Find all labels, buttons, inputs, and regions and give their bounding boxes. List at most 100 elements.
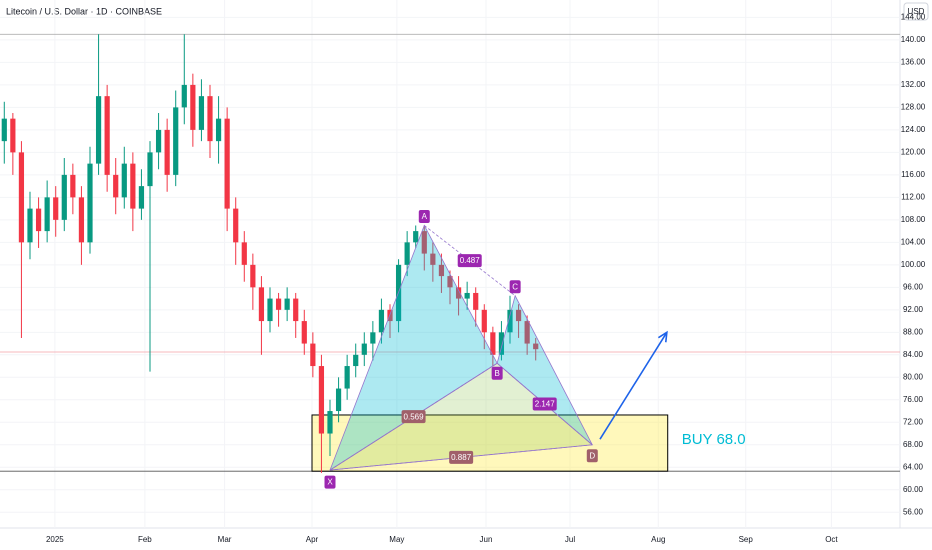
candle-body	[113, 174, 119, 198]
tag-text: B	[494, 369, 499, 378]
candle-body	[10, 118, 16, 153]
tag-text: X	[327, 478, 333, 487]
candle-body	[95, 96, 102, 164]
tag-text: D	[589, 451, 595, 460]
candle-body	[104, 96, 110, 175]
y-tick-label: 84.00	[903, 350, 924, 359]
candle-body	[421, 231, 427, 254]
candle-body	[61, 174, 67, 220]
candle-body	[361, 343, 367, 355]
pattern-ratio-line	[329, 362, 498, 471]
x-tick-label: 2025	[46, 535, 64, 544]
x-tick-label: Jul	[565, 535, 575, 544]
candle-body	[524, 321, 530, 344]
candle-body	[327, 411, 333, 434]
candle-body	[224, 118, 230, 209]
tag-text: A	[422, 212, 428, 221]
tag-box	[586, 449, 598, 463]
candle-body	[181, 84, 187, 108]
candle-body	[310, 343, 316, 367]
candle-body	[515, 309, 522, 322]
y-tick-label: 108.00	[901, 215, 926, 224]
y-tick-label: 144.00	[901, 13, 926, 22]
candle-body	[215, 118, 222, 142]
y-tick-label: 56.00	[903, 507, 924, 516]
y-tick-label: 116.00	[901, 170, 925, 179]
candle-body	[464, 292, 470, 299]
candle-body	[267, 298, 273, 322]
candle-body	[378, 309, 385, 333]
y-tick-label: 96.00	[903, 282, 924, 291]
x-tick-label: Oct	[825, 535, 838, 544]
candle-body	[78, 197, 85, 243]
y-tick-label: 132.00	[901, 80, 926, 89]
candle-body	[190, 84, 196, 130]
y-tick-label: 120.00	[901, 147, 926, 156]
tag-box	[491, 366, 503, 380]
candle-body	[353, 354, 359, 367]
candle-body	[498, 332, 505, 355]
candle-body	[250, 264, 256, 288]
tag-text: 0.887	[451, 453, 472, 462]
candle-body	[173, 107, 179, 175]
candle-body	[473, 292, 479, 310]
candle-body	[1, 118, 7, 142]
candle-body	[147, 152, 153, 187]
y-tick-label: 128.00	[901, 103, 926, 112]
candle-body	[207, 96, 213, 142]
projection-arrow	[599, 331, 668, 440]
y-tick-label: 92.00	[903, 305, 924, 314]
y-tick-label: 100.00	[901, 260, 926, 269]
y-tick-label: 72.00	[903, 417, 924, 426]
candle-body	[233, 208, 239, 243]
tag-text: 2.147	[535, 400, 556, 409]
candle-body	[155, 129, 162, 153]
tag-box	[324, 475, 336, 489]
arrow-head	[657, 330, 668, 343]
tag-text: 0.487	[460, 256, 481, 265]
candle-body	[344, 366, 350, 389]
candle-body	[370, 332, 376, 344]
y-tick-label: 88.00	[903, 327, 924, 336]
y-tick-label: 112.00	[901, 192, 925, 201]
y-tick-label: 60.00	[903, 485, 924, 494]
candle-body	[481, 309, 487, 333]
y-tick-label: 64.00	[903, 462, 924, 471]
candle-body	[318, 366, 325, 434]
candle-body	[18, 152, 25, 243]
candle-body	[241, 242, 247, 265]
y-tick-label: 136.00	[901, 58, 926, 67]
tag-box	[509, 280, 521, 294]
candle-body	[130, 163, 136, 209]
candle-body	[284, 298, 290, 310]
tag-text: 0.569	[404, 412, 425, 421]
candle-body	[490, 332, 496, 355]
candle-body	[35, 208, 42, 232]
y-tick-label: 124.00	[901, 125, 926, 134]
candle-body	[293, 298, 299, 322]
candle-body	[258, 287, 265, 322]
x-tick-label: May	[389, 535, 404, 544]
candle-body	[438, 264, 445, 277]
chart-title: Litecoin / U.S. Dollar · 1D · COINBASE	[6, 6, 162, 16]
candle-body	[335, 388, 342, 412]
tag-box	[532, 397, 557, 411]
candle-body	[138, 186, 145, 209]
candle-body	[53, 197, 59, 220]
tag-box	[401, 410, 426, 424]
candle-body	[507, 309, 513, 333]
y-tick-label: 140.00	[901, 35, 926, 44]
tag-box	[457, 254, 482, 268]
currency-button[interactable]	[903, 2, 929, 21]
y-tick-label: 68.00	[903, 440, 924, 449]
candle-body	[198, 96, 205, 130]
x-tick-label: Apr	[306, 535, 319, 544]
tag-box	[449, 450, 474, 464]
candle-body	[455, 287, 462, 299]
candle-body	[87, 163, 93, 243]
currency: USD	[908, 7, 925, 16]
candle-body	[70, 174, 76, 198]
y-tick-label: 80.00	[903, 372, 924, 381]
candle-body	[27, 208, 33, 243]
